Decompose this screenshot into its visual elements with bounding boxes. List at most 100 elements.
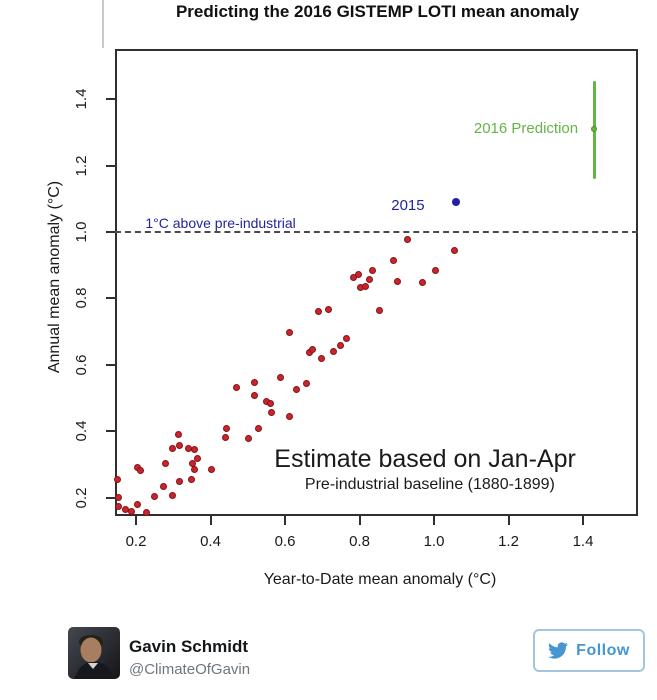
x-axis-tick-label: 0.8 [349, 533, 370, 550]
data-point-historical [292, 385, 300, 393]
avatar[interactable] [68, 627, 120, 679]
x-axis-title: Year-to-Date mean anomaly (°C) [263, 571, 497, 588]
data-point-historical [342, 335, 350, 343]
data-point-historical [266, 400, 274, 408]
x-axis-tick [209, 516, 212, 525]
data-point-historical [404, 236, 412, 244]
data-point-historical [354, 271, 362, 279]
data-point-historical [208, 465, 216, 473]
annotation-2015-label: 2015 [391, 197, 425, 215]
data-point-2015 [452, 198, 461, 207]
data-point-historical [361, 282, 369, 290]
prediction-point [591, 126, 598, 133]
data-point-historical [176, 441, 184, 449]
data-point-historical [309, 346, 317, 354]
annotation-estimate-note: Estimate based on Jan-Apr [274, 445, 576, 474]
x-axis-tick-label: 1.4 [572, 533, 594, 550]
x-axis-tick [358, 516, 361, 525]
y-axis-tick-label: 0.8 [72, 287, 90, 309]
data-point-historical [160, 483, 168, 491]
data-point-historical [418, 278, 426, 286]
data-point-historical [151, 493, 159, 501]
data-point-historical [137, 466, 145, 474]
data-point-historical [276, 373, 284, 381]
reference-line [115, 231, 638, 233]
user-name[interactable]: Gavin Schmidt [129, 637, 249, 656]
data-point-historical [376, 306, 384, 314]
data-point-historical [133, 501, 141, 509]
chart-title: Predicting the 2016 GISTEMP LOTI mean an… [175, 2, 580, 21]
y-axis-tick [106, 363, 115, 366]
data-point-historical [450, 247, 458, 255]
x-axis-tick [284, 516, 286, 525]
data-point-historical [368, 267, 376, 275]
data-point-historical [113, 475, 121, 483]
data-point-historical [244, 435, 252, 443]
data-point-historical [128, 508, 136, 516]
follow-button[interactable]: Follow [533, 629, 645, 672]
data-point-historical [251, 378, 259, 386]
data-point-historical [315, 307, 323, 315]
x-axis-tick [582, 516, 584, 525]
data-point-historical [191, 465, 199, 473]
x-axis-tick-label: 0.4 [200, 533, 221, 550]
x-axis-tick-label: 1.2 [498, 533, 519, 550]
annotation-2016-prediction-label: 2016 Prediction [473, 119, 579, 137]
y-axis-tick [106, 98, 115, 101]
data-point-historical [329, 348, 337, 356]
data-point-historical [285, 413, 293, 421]
y-axis-tick-label: 1.2 [72, 155, 90, 177]
x-axis-tick [135, 516, 137, 525]
data-point-historical [285, 329, 293, 337]
data-point-historical [168, 444, 176, 452]
data-point-historical [250, 391, 258, 399]
y-axis-tick [106, 164, 115, 167]
data-point-historical [175, 431, 183, 439]
data-point-historical [114, 503, 122, 511]
annotation-baseline-note: Pre-industrial baseline (1880-1899) [304, 475, 555, 493]
data-point-historical [318, 354, 326, 362]
data-point-historical [221, 434, 229, 442]
data-point-historical [188, 475, 196, 483]
data-point-historical [366, 275, 374, 283]
plot-area [115, 49, 638, 516]
data-point-historical [169, 492, 177, 500]
data-point-historical [393, 277, 401, 285]
avatar-photo [68, 627, 120, 679]
data-point-historical [190, 445, 198, 453]
y-axis-title: Annual mean anomaly (°C) [46, 180, 63, 374]
x-axis-tick-label: 1.0 [423, 533, 445, 550]
x-axis-tick [433, 516, 435, 525]
user-handle[interactable]: @ClimateOfGavin [129, 661, 251, 678]
data-point-historical [325, 305, 333, 313]
data-point-historical [389, 257, 397, 265]
twitter-bird-icon [548, 642, 569, 659]
data-point-historical [223, 425, 231, 433]
y-axis-tick-label: 0.6 [72, 354, 90, 376]
chart-layer: 0.2 0.4 0.6 0.8 1.0 1.2 1.4 0.2 0.4 0.6 0.8 1.0 1.2 1… [72, 80, 638, 550]
data-point-historical [194, 454, 202, 462]
y-axis-tick [106, 496, 115, 499]
y-axis-tick-label: 0.2 [72, 487, 90, 509]
x-axis-tick-label: 0.6 [274, 533, 296, 550]
y-axis-tick [106, 297, 115, 300]
data-point-historical [233, 383, 241, 391]
data-point-historical [161, 459, 169, 467]
data-point-historical [303, 379, 311, 387]
data-point-historical [142, 509, 150, 517]
data-point-historical [268, 409, 276, 417]
y-axis-tick [106, 231, 115, 233]
x-axis-tick-label: 0.2 [125, 533, 147, 550]
data-point-historical [336, 342, 344, 350]
data-point-historical [254, 425, 262, 433]
follow-button-label: Follow [576, 641, 630, 659]
annotation-ref-line-label: 1°C above pre-industrial [145, 214, 296, 231]
data-point-historical [115, 494, 123, 502]
y-axis-tick-label: 1.4 [72, 88, 90, 110]
embed-border-line [102, 0, 104, 48]
data-point-historical [431, 267, 439, 275]
y-axis-tick [106, 430, 115, 433]
x-axis-tick [507, 516, 510, 525]
y-axis-tick-label: 0.4 [72, 420, 90, 442]
